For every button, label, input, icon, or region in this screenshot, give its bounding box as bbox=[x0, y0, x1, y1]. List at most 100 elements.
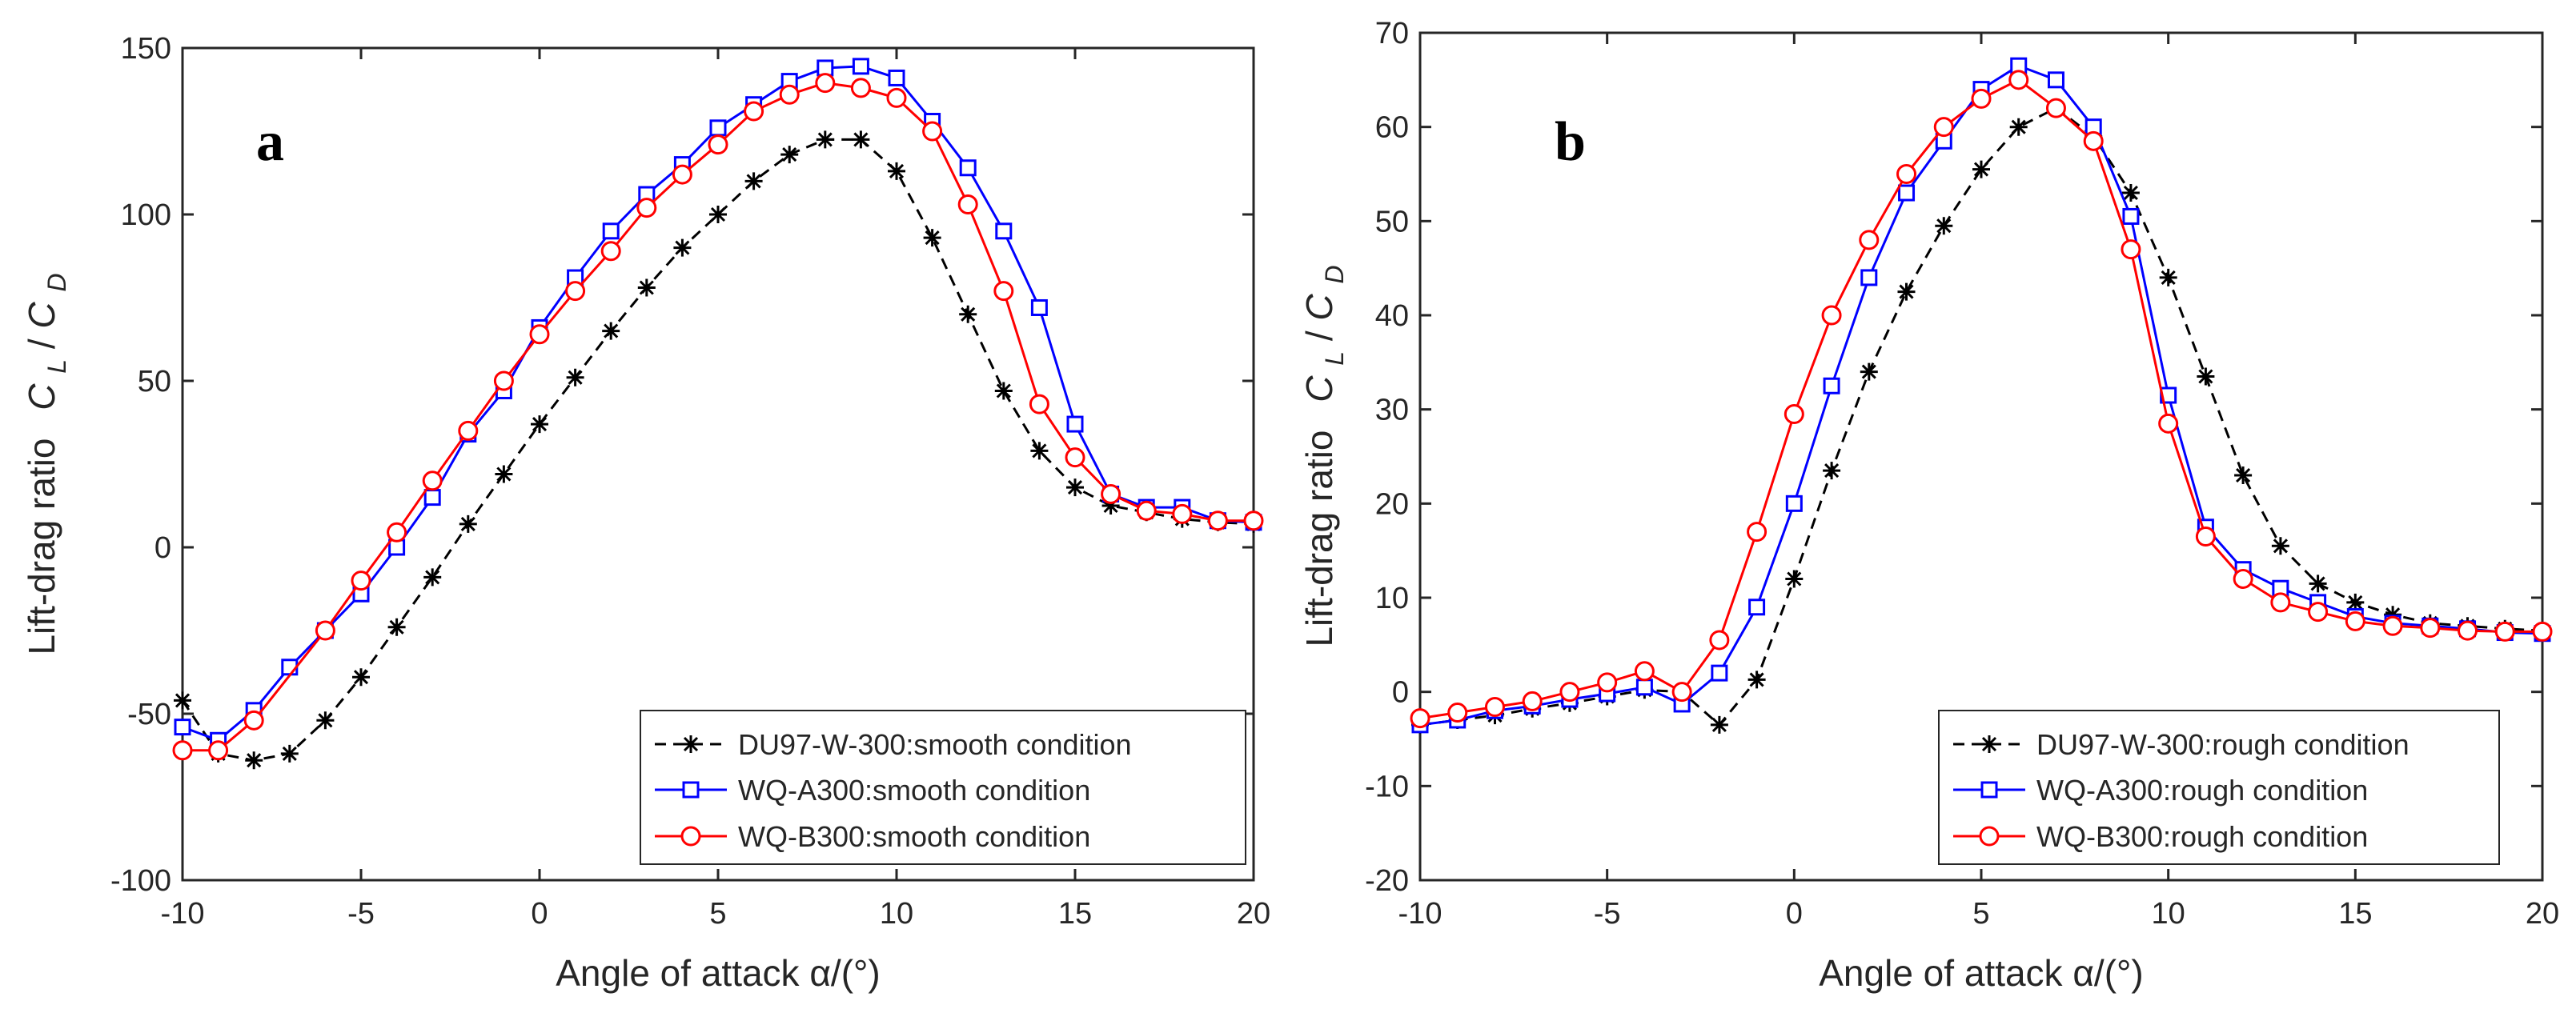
point-b-s1-12 bbox=[1860, 269, 1878, 286]
point-b-s0-11 bbox=[1823, 462, 1841, 480]
y-tick-label-b-9: 70 bbox=[1375, 17, 1409, 50]
point-a-s1-3 bbox=[281, 659, 299, 676]
point-b-s2-18 bbox=[2083, 130, 2104, 151]
y-tick-label-b-7: 50 bbox=[1375, 205, 1409, 238]
point-b-s2-4 bbox=[1559, 682, 1580, 703]
x-axis-label-b: Angle of attack α/(°) bbox=[1819, 952, 2144, 994]
legend-box-a bbox=[640, 710, 1246, 865]
x-tick-label-a-6: 20 bbox=[1237, 897, 1270, 931]
point-a-s2-9 bbox=[493, 370, 514, 391]
y-axis-label-b: Lift-drag ratio C L / C D bbox=[1298, 265, 1351, 647]
legend-marker-a-1 bbox=[682, 781, 700, 799]
point-a-s1-25 bbox=[1066, 415, 1084, 433]
point-a-s0-20 bbox=[888, 162, 905, 180]
point-b-s0-26 bbox=[2384, 606, 2402, 624]
point-b-s2-7 bbox=[1671, 682, 1692, 703]
y-axis-symbol-a-sub1: L bbox=[42, 359, 71, 374]
x-axis-label-a: Angle of attack α/(°) bbox=[556, 952, 881, 994]
point-a-s0-14 bbox=[673, 238, 692, 257]
legend-marker-a-0 bbox=[682, 735, 700, 753]
y-tick-label-a-5: 150 bbox=[121, 32, 171, 66]
point-a-s0-25 bbox=[1066, 478, 1084, 497]
point-a-s2-17 bbox=[779, 84, 800, 105]
point-b-s2-2 bbox=[1484, 696, 1505, 717]
y-axis-symbol-b-c2: C bbox=[1298, 294, 1340, 321]
point-a-s0-0 bbox=[174, 691, 191, 710]
x-tick-label-a-5: 15 bbox=[1058, 897, 1092, 931]
point-b-s0-13 bbox=[1897, 282, 1916, 301]
point-a-s1-19 bbox=[852, 58, 869, 75]
point-b-s2-12 bbox=[1859, 230, 1880, 250]
point-b-s1-13 bbox=[1898, 184, 1916, 202]
point-a-s0-22 bbox=[959, 305, 977, 323]
legend-label-b-2: WQ-B300:rough condition bbox=[2036, 820, 2368, 853]
panel-letter-b: b bbox=[1555, 111, 1586, 173]
point-a-s2-11 bbox=[565, 281, 586, 302]
point-a-s2-21 bbox=[922, 121, 943, 142]
legend-label-a-0: DU97-W-300:smooth condition bbox=[738, 728, 1132, 761]
point-a-s1-7 bbox=[423, 489, 441, 506]
point-a-s2-13 bbox=[636, 198, 657, 218]
legend-entry-a-1: WQ-A300:smooth condition bbox=[655, 774, 1090, 807]
point-a-s2-20 bbox=[886, 87, 907, 108]
point-a-s2-0 bbox=[172, 740, 193, 761]
point-b-s2-5 bbox=[1597, 672, 1618, 693]
point-a-s1-23 bbox=[995, 222, 1013, 240]
point-a-s0-7 bbox=[423, 568, 442, 587]
point-a-s2-1 bbox=[208, 740, 229, 761]
point-b-s2-30 bbox=[2532, 621, 2553, 642]
point-b-s2-10 bbox=[1784, 404, 1804, 425]
point-a-s2-30 bbox=[1243, 511, 1264, 531]
point-b-s0-14 bbox=[1935, 217, 1953, 235]
point-a-s0-12 bbox=[602, 322, 620, 340]
point-b-s2-14 bbox=[1933, 117, 1954, 138]
point-b-s2-6 bbox=[1634, 661, 1655, 682]
point-a-s1-22 bbox=[959, 159, 977, 177]
legend-label-b-1: WQ-A300:rough condition bbox=[2036, 774, 2368, 807]
y-axis-symbol-b-sub1: L bbox=[1320, 351, 1349, 366]
y-axis-label-b-text: Lift-drag ratio bbox=[1298, 430, 1340, 647]
point-b-s0-15 bbox=[1972, 160, 1990, 178]
x-tick-label-b-0: -10 bbox=[1398, 897, 1442, 931]
point-a-s2-19 bbox=[850, 78, 871, 98]
y-tick-label-a-0: -100 bbox=[110, 864, 171, 898]
y-tick-label-a-1: -50 bbox=[127, 698, 171, 731]
y-tick-label-b-0: -20 bbox=[1365, 864, 1409, 898]
y-axis-symbol-a-slash: / bbox=[21, 338, 62, 349]
point-a-s0-8 bbox=[459, 515, 477, 533]
legend-label-a-2: WQ-B300:smooth condition bbox=[738, 820, 1090, 853]
point-b-s1-19 bbox=[2122, 207, 2140, 225]
point-a-s2-10 bbox=[529, 324, 550, 345]
point-a-s0-5 bbox=[352, 668, 370, 687]
x-tick-label-b-3: 5 bbox=[1972, 897, 1989, 931]
y-axis-symbol-b-sub2: D bbox=[1320, 265, 1349, 283]
point-b-s2-9 bbox=[1747, 522, 1767, 543]
point-b-s1-6 bbox=[1635, 679, 1653, 696]
point-b-s1-10 bbox=[1785, 494, 1803, 512]
point-a-s0-6 bbox=[387, 618, 406, 636]
point-a-s2-15 bbox=[708, 134, 728, 155]
y-tick-label-b-6: 40 bbox=[1375, 299, 1409, 333]
point-b-s0-24 bbox=[2309, 575, 2327, 593]
point-a-s0-11 bbox=[566, 368, 584, 386]
legend-label-a-1: WQ-A300:smooth condition bbox=[738, 774, 1090, 807]
point-b-s1-17 bbox=[2047, 71, 2064, 89]
point-b-s2-15 bbox=[1971, 88, 1992, 109]
y-tick-label-a-3: 50 bbox=[138, 365, 171, 398]
point-b-s2-0 bbox=[1410, 708, 1430, 729]
point-a-s0-21 bbox=[923, 229, 941, 247]
point-b-s2-11 bbox=[1821, 305, 1842, 326]
point-a-s0-15 bbox=[709, 206, 727, 223]
point-b-s0-21 bbox=[2197, 367, 2215, 386]
point-b-s2-17 bbox=[2045, 98, 2066, 118]
x-tick-label-a-1: -5 bbox=[347, 897, 375, 931]
legend-marker-b-1 bbox=[1980, 781, 1998, 799]
point-a-s2-23 bbox=[993, 281, 1014, 302]
point-a-s0-4 bbox=[316, 711, 335, 730]
legend-entry-b-1: WQ-A300:rough condition bbox=[1953, 774, 2368, 807]
point-a-s2-24 bbox=[1029, 394, 1049, 414]
point-b-s1-11 bbox=[1823, 377, 1840, 394]
